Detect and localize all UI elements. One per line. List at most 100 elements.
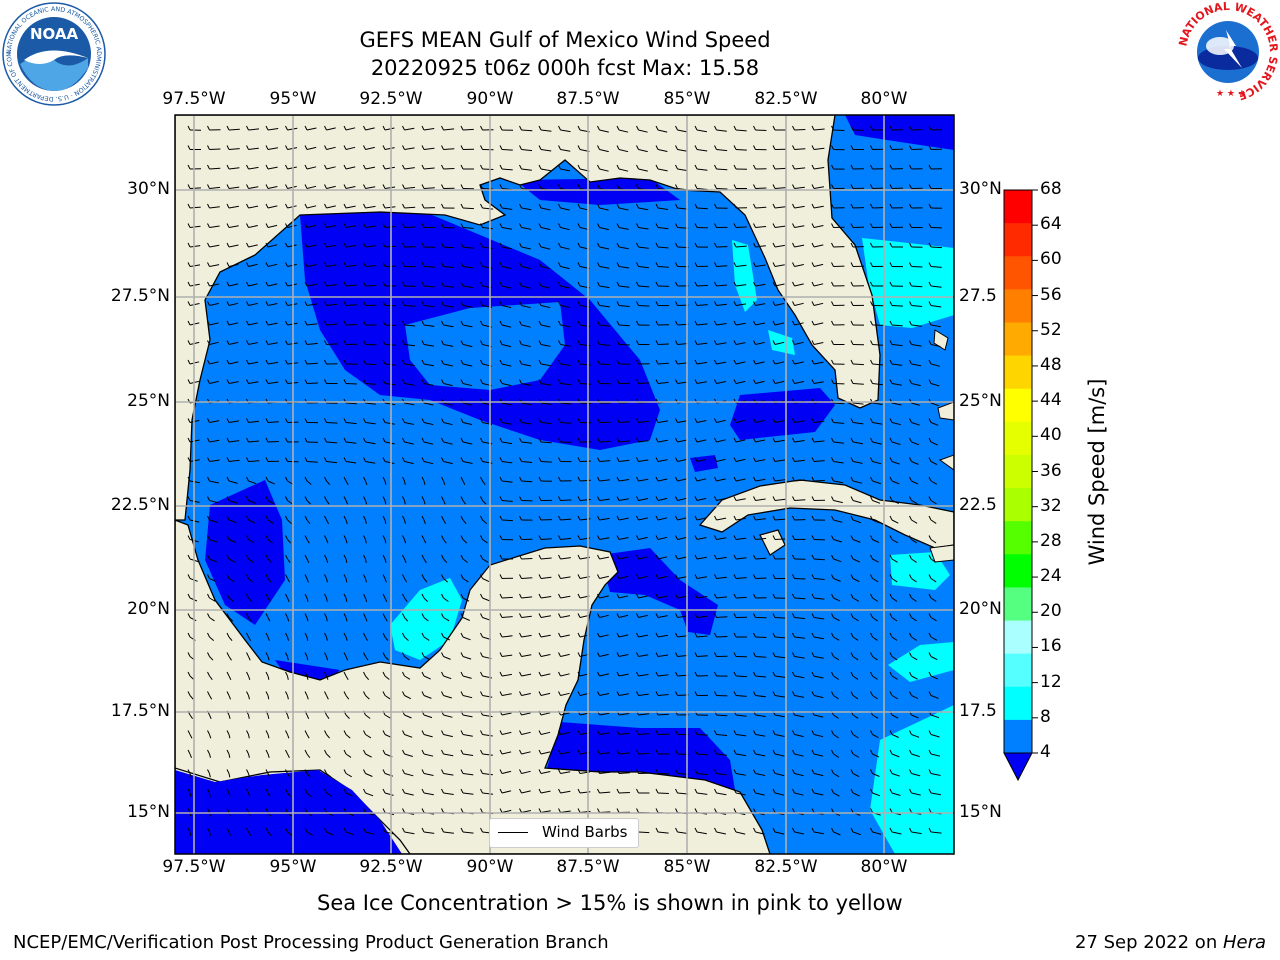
wind-barb-flag [207,671,210,677]
wind-barb [287,792,291,798]
wind-barb-flag [480,437,483,443]
wind-barb [657,615,668,618]
wind-barb [540,324,551,328]
wind-barb-flag [246,301,249,306]
wind-barb-flag [460,164,464,170]
wind-barb [872,597,879,602]
wind-barb [930,402,939,407]
wind-barb-flag [402,457,405,462]
wind-barb [404,597,408,602]
wind-barb-flag [909,554,912,560]
wind-barb-flag [694,574,698,579]
wind-barb-flag [324,515,327,521]
wind-barb [423,539,427,544]
wind-barb [911,344,922,347]
wind-barb [872,636,878,641]
wind-barb [404,558,407,563]
wind-barb-flag [421,691,425,696]
wind-barb-flag [265,808,269,813]
wind-barb [852,831,861,836]
wind-barb-flag [285,340,288,345]
wind-barb-flag [304,515,308,521]
wind-barb [248,283,258,287]
wind-barb-flag [246,730,249,735]
wind-barb-flag [850,827,854,833]
wind-barb [287,734,290,739]
wind-barb-flag [636,671,639,677]
wind-barb [306,519,311,525]
wind-barb-flag [597,145,600,150]
wind-barb [345,695,350,700]
wind-barb-flag [363,262,366,267]
wind-barb-flag [558,613,561,618]
wind-barb-flag [304,769,308,774]
wind-barb-flag [285,164,288,170]
wind-barb [501,712,512,716]
wind-barb [501,383,512,387]
wind-barb-flag [402,652,405,657]
wind-barb-flag [304,223,308,228]
wind-barb-flag [499,164,503,170]
wind-barb-flag [343,788,347,794]
wind-barb [696,361,708,365]
wind-barb-flag [733,340,737,345]
wind-barb [911,266,923,268]
wind-barb [365,753,372,758]
wind-barb [326,225,337,228]
wind-barb-flag [207,769,210,774]
wind-barb [599,732,610,735]
wind-barb-flag [675,262,678,267]
wind-barb [423,324,435,327]
wind-barb-flag [519,671,522,677]
wind-barb-flag [597,788,600,794]
wind-barb-flag [187,652,191,657]
wind-barb-flag [636,418,639,423]
wind-barb [755,206,767,209]
wind-barb [365,480,368,485]
wind-barb [228,500,238,504]
wind-barb [735,284,747,287]
wind-barb-flag [499,496,503,501]
wind-barb [638,168,648,172]
wind-barb-flag [616,184,620,189]
wind-barb-flag [226,593,230,599]
wind-barb-flag [304,281,308,287]
wind-barb [735,245,747,248]
wind-barb-flag [460,457,464,462]
wind-barb-flag [733,359,737,365]
wind-barb-flag [480,496,483,501]
wind-barb-flag [870,574,873,579]
wind-barb [267,734,270,739]
wind-barb [345,205,356,209]
wind-barb [735,226,747,228]
wind-barb-flag [304,652,308,657]
wind-barb-flag [460,184,464,189]
wind-barb-flag [850,242,854,248]
wind-barb [404,305,416,307]
wind-barb-flag [811,691,815,696]
wind-barb-flag [480,379,483,384]
wind-barb [462,500,466,505]
wind-barb-flag [304,359,308,365]
wind-barb [209,695,213,700]
wind-barb [267,831,272,837]
wind-barb-flag [538,340,542,345]
wind-barb-flag [324,613,327,618]
wind-barb [911,500,918,505]
wind-barb [345,734,351,739]
wind-barb-flag [187,554,191,560]
wind-barb-flag [772,223,776,228]
wind-barb-flag [811,418,815,423]
wind-barb [638,420,650,423]
wind-barb [326,773,332,778]
wind-barb-flag [850,613,854,618]
wind-barb-flag [363,301,366,306]
wind-barb-flag [733,320,737,326]
wind-barb-flag [324,184,327,189]
wind-barb-flag [889,496,893,501]
wind-barb-flag [246,515,249,521]
wind-barb [482,753,493,756]
wind-barb-flag [909,242,912,248]
wind-barb-flag [538,125,542,131]
wind-barb [267,636,270,641]
